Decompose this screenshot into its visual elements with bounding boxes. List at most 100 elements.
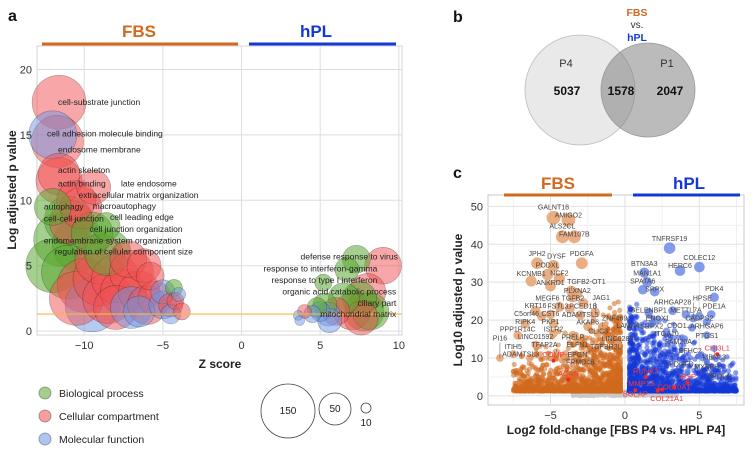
y-tick-label: 5 [26,261,32,273]
gene-label: PRELP [561,334,584,341]
y-axis-title: Log adjusted p value [5,130,19,250]
fbs-upregulated-point [607,305,613,311]
gene-label: PDGFD [669,362,694,369]
hpl-upregulated-point [725,368,731,374]
gene-label: RUNX2 [633,366,658,375]
y-tick-label: 15 [20,130,32,142]
nonsignificant-point [579,393,585,398]
venn-label-p1: P1 [660,58,673,70]
venn-title-fbs: FBS [627,7,648,19]
y-tick-label: 0 [477,391,483,403]
gene-label: ALS2CL [549,224,575,231]
fbs-upregulated-point [595,359,601,365]
gene-label: SRPX [645,286,664,293]
molecular-function-bubble [294,315,305,326]
gene-label: JPH2 [529,251,546,258]
size-legend-label: 150 [280,406,297,417]
hpl-upregulated-point [634,301,640,307]
gene-label: HPSE [693,295,712,302]
size-legend-circle-50 [318,392,352,426]
fbs-upregulated-point [565,345,571,352]
gene-label: ADAMTSL3 [502,352,539,359]
gene-label: ADAMTSL5 [562,312,599,319]
fbs-upregulated-point [605,314,611,320]
fbs-upregulated-point [617,313,623,319]
fbs-upregulated-point [524,382,530,388]
gene-label: NCF2 [550,270,568,277]
gene-label: ANKRD1 [536,280,565,287]
hpl-upregulated-point [663,375,669,382]
term-label: regulation of cellular component size [55,247,193,257]
gene-point [575,257,588,270]
fbs-upregulated-point [547,355,553,362]
hpl-upregulated-point [665,348,671,355]
gene-label: ARHGAP28 [654,300,691,307]
gene-label: CDO1 [667,323,687,330]
fbs-upregulated-point [615,299,621,305]
gene-label: TFAP2A [531,342,557,349]
fbs-upregulated-point [596,364,602,371]
gene-label: PDE1A [703,304,726,311]
fbs-upregulated-point [519,365,525,371]
size-legend-label: 10 [360,418,372,429]
fbs-upregulated-point [559,377,565,383]
fbs-upregulated-point [583,380,589,386]
gene-label: EPGN [567,352,587,359]
fbs-upregulated-point [537,386,544,392]
fbs-upregulated-point [612,309,618,316]
fbs-upregulated-point [538,374,544,380]
y-tick-label: 0 [26,326,32,338]
fbs-upregulated-point [604,345,611,351]
gene-label: LINC0288 [602,336,634,343]
x-tick-label: 5 [317,340,323,352]
hpl-upregulated-point [730,360,736,366]
x-tick-label: −10 [75,340,94,352]
fbs-upregulated-point [526,366,532,372]
fbs-upregulated-point [604,371,610,377]
hpl-upregulated-point [700,371,707,377]
fbs-upregulated-point [574,375,580,382]
gene-label: MEGF6 [535,295,559,302]
fbs-upregulated-point [573,350,579,357]
fbs-upregulated-point [581,367,587,373]
fbs-upregulated-point [555,342,561,348]
fbs-upregulated-point [603,361,609,368]
gene-label: KCNMB1 [517,271,546,278]
gene-label: COL21A1 [650,394,683,403]
term-label: extracellular matrix organization [78,190,198,200]
gene-label: PCED1B [569,303,597,310]
hpl-upregulated-point [637,344,643,351]
gene-label: APOL4 [707,374,730,381]
gene-label: HERC6 [668,263,692,270]
gene-label: PKP1 [542,319,560,326]
gene-label: METTL7A [670,308,702,315]
fbs-upregulated-point [556,364,562,371]
fbs-upregulated-point [542,386,548,392]
gene-label: ITIH5 [505,344,522,351]
gene-label: CADPS2 [685,316,713,323]
fbs-upregulated-point [615,375,621,381]
hpl-upregulated-point [704,383,710,389]
venn-count-p4-only: 5037 [554,84,581,98]
hpl-upregulated-point [691,339,698,345]
gene-label: AMIGO2 [555,213,582,220]
gene-label: PLXNA2 [564,288,591,295]
gene-label: PDGFA [570,251,594,258]
term-label: cell adhesion molecule binding [47,129,163,139]
category-legend: Biological process Cellular compartment … [38,386,159,446]
term-label: late endosome [121,178,177,188]
biological-process-bubble [34,188,72,226]
size-legend: 150 50 10 [260,383,372,439]
nonsignificant-point [595,393,601,399]
term-label: mitochondrial matrix [320,309,397,319]
x-tick-label: 5 [696,410,702,422]
fbs-upregulated-point [568,370,574,376]
fbs-upregulated-point [546,370,553,377]
gene-label: COL10A1 [658,383,691,392]
term-label: response to interferon-gamma [264,263,378,273]
biological-process-bubble [334,257,360,282]
y-tick-label: 30 [471,277,483,289]
legend-swatch-biological-process [38,386,52,400]
hpl-upregulated-point [651,349,657,355]
fbs-upregulated-point [514,372,520,378]
